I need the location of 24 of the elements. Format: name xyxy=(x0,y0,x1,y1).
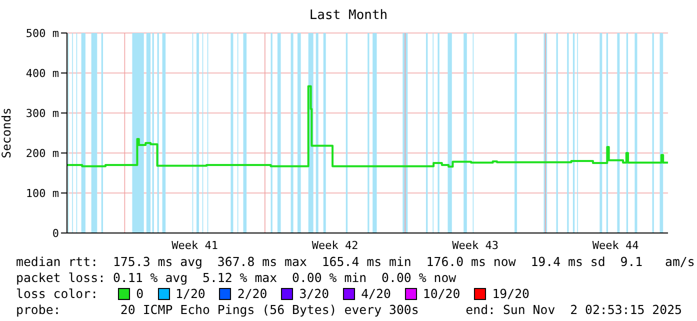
y-tick-label: 100 m xyxy=(26,186,60,200)
y-tick-label: 200 m xyxy=(26,146,60,160)
text: packet loss: 0.11 % avg 5.12 % max 0.00 % min 0.00 % now xyxy=(16,270,458,286)
legend-label: 10/20 xyxy=(422,286,460,302)
y-tick-label: 0 xyxy=(52,226,59,240)
x-tick-label: Week 42 xyxy=(312,238,358,252)
text: median rtt: 175.3 ms avg 367.8 ms max 165.4 ms min 176.0 ms now 19.4 ms sd 9.1 am/s xyxy=(16,254,695,270)
legend-label: 19/20 xyxy=(492,286,530,302)
legend-label: 2/20 xyxy=(237,286,268,302)
legend-label: 3/20 xyxy=(299,286,330,302)
y-tick-label: 300 m xyxy=(26,106,60,120)
legend-label: 4/20 xyxy=(361,286,391,302)
legend-title: loss color: xyxy=(16,286,98,302)
x-tick-label: Week 43 xyxy=(452,238,498,252)
y-tick-label: 400 m xyxy=(26,66,60,80)
y-tick-label: 500 m xyxy=(26,26,60,40)
y-axis-title: Seconds xyxy=(0,108,14,158)
chart-title: Last Month xyxy=(308,8,389,23)
text: end: Sun Nov 2 02:53:15 2025 xyxy=(466,302,682,318)
legend-label: 1/20 xyxy=(176,286,206,302)
text: probe: 20 ICMP Echo Pings (56 Bytes) every 300s xyxy=(16,302,419,317)
x-tick-label: Week 41 xyxy=(172,238,218,252)
legend-label: 0 xyxy=(136,286,144,302)
x-tick-label: Week 44 xyxy=(592,238,640,252)
